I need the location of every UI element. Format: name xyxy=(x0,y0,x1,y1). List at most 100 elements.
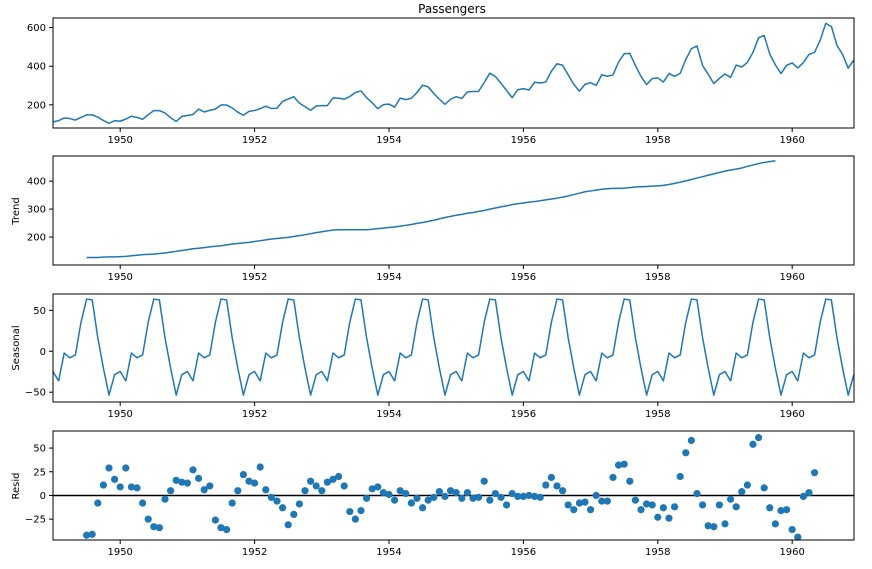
x-tick-label: 1960 xyxy=(779,409,804,420)
resid-point xyxy=(329,475,337,483)
resid-point xyxy=(491,489,499,498)
y-tick-label: 600 xyxy=(27,23,46,34)
x-tick-label: 1954 xyxy=(376,135,401,146)
resid-point xyxy=(413,494,421,502)
x-tick-label: 1958 xyxy=(645,135,670,146)
resid-point xyxy=(262,486,270,494)
resid-point xyxy=(362,494,371,502)
resid-point xyxy=(497,493,505,501)
resid-point xyxy=(105,464,113,472)
resid-point xyxy=(710,523,718,531)
resid-point xyxy=(183,479,191,487)
resid-point xyxy=(586,506,595,514)
resid-point xyxy=(754,434,763,442)
resid-point xyxy=(99,481,107,489)
resid-point xyxy=(250,479,259,487)
resid-point xyxy=(721,520,729,528)
resid-point xyxy=(698,501,707,509)
resid-point xyxy=(536,493,544,501)
y-tick-label: 200 xyxy=(27,233,46,244)
resid-point xyxy=(228,499,236,507)
x-tick-label: 1954 xyxy=(376,409,401,420)
resid-point xyxy=(385,490,393,499)
resid-point xyxy=(637,506,645,514)
x-tick-label: 1960 xyxy=(779,135,804,146)
resid-point xyxy=(715,501,723,509)
resid-point xyxy=(738,488,746,496)
x-tick-label: 1952 xyxy=(242,547,267,558)
y-tick-label: 0 xyxy=(40,347,46,358)
resid-point xyxy=(609,473,617,482)
x-tick-label: 1958 xyxy=(645,409,670,420)
resid-points xyxy=(83,434,819,541)
resid-point xyxy=(564,501,572,509)
resid-point xyxy=(452,489,460,497)
resid-point xyxy=(94,499,102,507)
resid-point xyxy=(648,501,656,509)
resid-point xyxy=(379,489,387,497)
resid-point xyxy=(743,481,751,489)
resid-point xyxy=(368,485,376,493)
resid-point xyxy=(553,482,561,490)
resid-point xyxy=(794,533,802,541)
x-tick-label: 1952 xyxy=(242,272,267,283)
resid-point xyxy=(446,487,455,495)
resid-point xyxy=(318,487,326,495)
y-tick-label: 25 xyxy=(33,467,46,478)
y-tick-label: 400 xyxy=(27,62,46,73)
resid-point xyxy=(340,482,348,490)
resid-point xyxy=(256,463,264,471)
resid-point xyxy=(402,489,410,498)
seasonal-axes-frame xyxy=(52,293,855,403)
resid-point xyxy=(150,523,158,531)
resid-point xyxy=(810,469,819,477)
resid-point xyxy=(172,476,180,484)
trend-axis-ticks: 1950 1952 1954 1956 1958 1960 200 300 400 xyxy=(27,177,805,283)
x-tick-label: 1950 xyxy=(107,409,132,420)
resid-point xyxy=(670,503,679,511)
resid-point xyxy=(525,491,533,500)
resid-point xyxy=(592,491,600,500)
resid-point xyxy=(542,481,550,489)
resid-point xyxy=(570,506,578,514)
x-tick-label: 1958 xyxy=(645,547,670,558)
resid-point xyxy=(771,520,779,528)
resid-point xyxy=(217,524,225,532)
seasonal-panel: Seasonal 1950 1952 1954 1956 1958 1960 −50 0 50 xyxy=(11,293,855,420)
resid-point xyxy=(430,493,438,501)
resid-point xyxy=(486,496,494,504)
observed-panel: Passengers 1950 1952 1954 1956 1958 1960 200 40… xyxy=(27,2,855,146)
resid-point xyxy=(116,483,124,491)
resid-point xyxy=(642,500,651,508)
y-tick-label: 400 xyxy=(27,177,46,188)
y-tick-label: 50 xyxy=(33,444,46,455)
x-tick-label: 1956 xyxy=(511,272,536,283)
resid-point xyxy=(469,494,477,502)
resid-point xyxy=(167,487,175,495)
resid-point xyxy=(200,486,208,494)
resid-panel: Resid 1950 1952 1954 1956 1958 1960 −25 0 25 50 xyxy=(11,430,855,558)
resid-point xyxy=(290,510,298,519)
resid-point xyxy=(508,489,516,498)
resid-point xyxy=(312,482,320,490)
resid-point xyxy=(222,525,231,534)
resid-point xyxy=(777,507,785,515)
resid-point xyxy=(418,504,427,512)
resid-point xyxy=(239,471,247,479)
resid-point xyxy=(766,504,774,512)
resid-point xyxy=(502,501,511,509)
trend-panel: Trend 1950 1952 1954 1956 1958 1960 200 300 400 xyxy=(11,155,855,283)
observed-axes-frame xyxy=(52,17,855,129)
y-tick-label: −50 xyxy=(25,388,46,399)
resid-point xyxy=(189,466,197,474)
seasonal-line xyxy=(52,298,855,396)
resid-point xyxy=(273,497,281,505)
x-tick-label: 1950 xyxy=(107,547,132,558)
resid-point xyxy=(654,513,662,521)
resid-point xyxy=(127,483,135,491)
resid-point xyxy=(133,484,141,492)
resid-point xyxy=(323,478,331,486)
x-tick-label: 1958 xyxy=(645,272,670,283)
resid-point xyxy=(390,496,399,504)
